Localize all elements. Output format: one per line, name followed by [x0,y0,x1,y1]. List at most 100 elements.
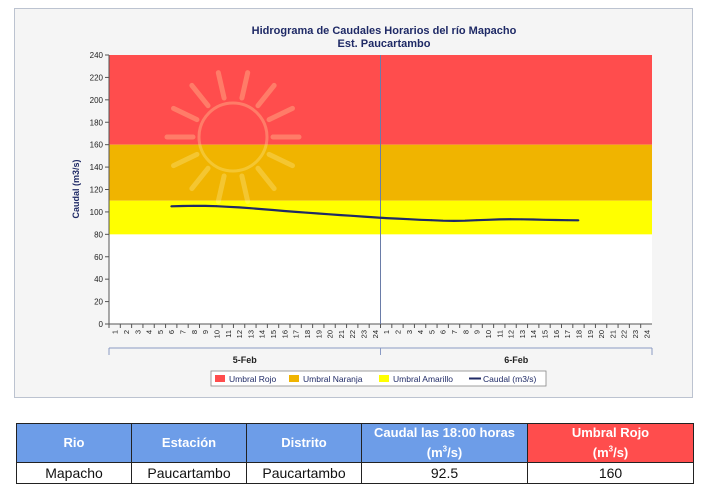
data-point [340,214,342,216]
cell-estacion: Paucartambo [131,462,247,484]
sun-ray [255,82,277,109]
x-tick-label: 7 [450,330,459,334]
x-tick-label: 1 [111,330,120,334]
station-info-table: Rio Estación Distrito Caudal las 18:00 h… [16,423,694,484]
y-tick-label: 40 [94,275,103,284]
data-point [328,213,331,216]
sun-ray [266,151,295,169]
x-tick-label: 11 [495,330,504,338]
data-point [215,205,218,208]
x-tick-label: 9 [201,330,210,334]
legend-swatch-1 [289,375,299,382]
hydrograph-chart: Hidrograma de Caudales Horarios del río … [71,25,653,387]
x-tick-label: 13 [518,330,527,338]
sun-ray [266,105,295,123]
x-tick-label: 10 [484,330,493,338]
x-tick-label: 20 [326,330,335,338]
x-tick-label: 16 [280,330,289,338]
data-point [238,206,240,209]
x-tick-label: 15 [541,330,550,338]
chart-title: Hidrograma de Caudales Horarios del río … [252,25,517,37]
data-point [521,218,523,221]
data-point [283,210,286,212]
header-estacion: Estación [131,423,247,463]
x-tick-label: 19 [586,330,595,338]
data-point [487,218,489,221]
legend-label-0: Umbral Rojo [229,374,277,384]
data-point [430,219,433,222]
data-point [532,218,535,221]
y-tick-label: 20 [94,298,103,307]
x-tick-label: 24 [371,330,380,338]
sun-ray [215,70,227,101]
sun-ray [189,165,211,192]
data-point [317,212,320,215]
data-point [464,219,467,222]
header-umbral-label: Umbral Rojo [571,425,650,441]
header-distrito: Distrito [246,423,362,463]
header-umbral-unit: (m3/s) [592,444,629,460]
header-caudal: Caudal las 18:00 horas (m3/s) [361,423,528,463]
chart-frame: Hidrograma de Caudales Horarios del río … [14,8,693,398]
data-point [249,207,252,210]
table-header-row: Rio Estación Distrito Caudal las 18:00 h… [16,423,694,463]
data-point [181,205,184,207]
header-umbral-rojo: Umbral Rojo (m3/s) [527,423,694,463]
x-tick-label: 12 [235,330,244,338]
sun-ray [171,151,200,169]
data-point [306,211,308,214]
x-tick-label: 18 [574,330,583,338]
data-point [362,215,365,218]
data-point [441,219,444,222]
header-caudal-label: Caudal las 18:00 horas [374,425,515,441]
x-tick-label: 11 [224,330,233,338]
series-layer [170,204,580,222]
cell-distrito: Paucartambo [246,462,362,484]
y-tick-label: 180 [90,118,104,127]
x-tick-label: 17 [292,330,301,338]
data-point [577,219,580,222]
legend-label-2: Umbral Amarillo [393,374,453,384]
table-row: Mapacho Paucartambo Paucartambo 92.5 160 [16,462,694,484]
x-tick-label: 14 [258,330,267,338]
data-point [475,219,478,222]
x-tick-label: 4 [145,330,154,334]
data-point [294,211,297,213]
cell-umbral: 160 [527,462,694,484]
legend: Umbral Rojo Umbral Naranja Umbral Amarillo… [210,370,547,387]
day-label: 6-Feb [504,355,529,365]
x-tick-label: 6 [439,330,448,334]
x-tick-label: 10 [212,330,221,338]
header-rio: Rio [16,423,132,463]
data-point [453,219,455,222]
x-tick-label: 3 [133,330,142,334]
x-tick-label: 6 [167,330,176,334]
legend-label-1: Umbral Naranja [303,374,363,384]
legend-box [210,370,547,387]
data-point [509,218,512,221]
x-tick-label: 13 [246,330,255,338]
data-point [407,218,410,221]
data-point [260,208,263,211]
y-tick-label: 240 [90,51,104,60]
legend-swatch-0 [215,375,225,382]
x-tick-label: 9 [473,330,482,334]
x-tick-label: 23 [631,330,640,338]
x-tick-label: 2 [393,330,402,334]
x-tick-label: 3 [405,330,414,334]
y-tick-label: 0 [99,320,104,329]
x-tick-label: 21 [337,330,346,338]
x-tick-label: 15 [269,330,278,338]
data-point [373,216,376,219]
x-tick-label: 5 [427,330,436,334]
y-tick-label: 220 [90,73,104,82]
y-tick-label: 140 [90,163,104,172]
x-tick-label: 8 [190,330,199,334]
data-point [396,217,399,220]
y-tick-label: 100 [90,208,104,217]
y-tick-label: 60 [94,253,103,262]
x-tick-label: 5 [156,330,165,334]
header-caudal-unit: (m3/s) [426,444,463,460]
sun-ray [189,82,211,109]
x-tick-label: 14 [529,330,538,338]
